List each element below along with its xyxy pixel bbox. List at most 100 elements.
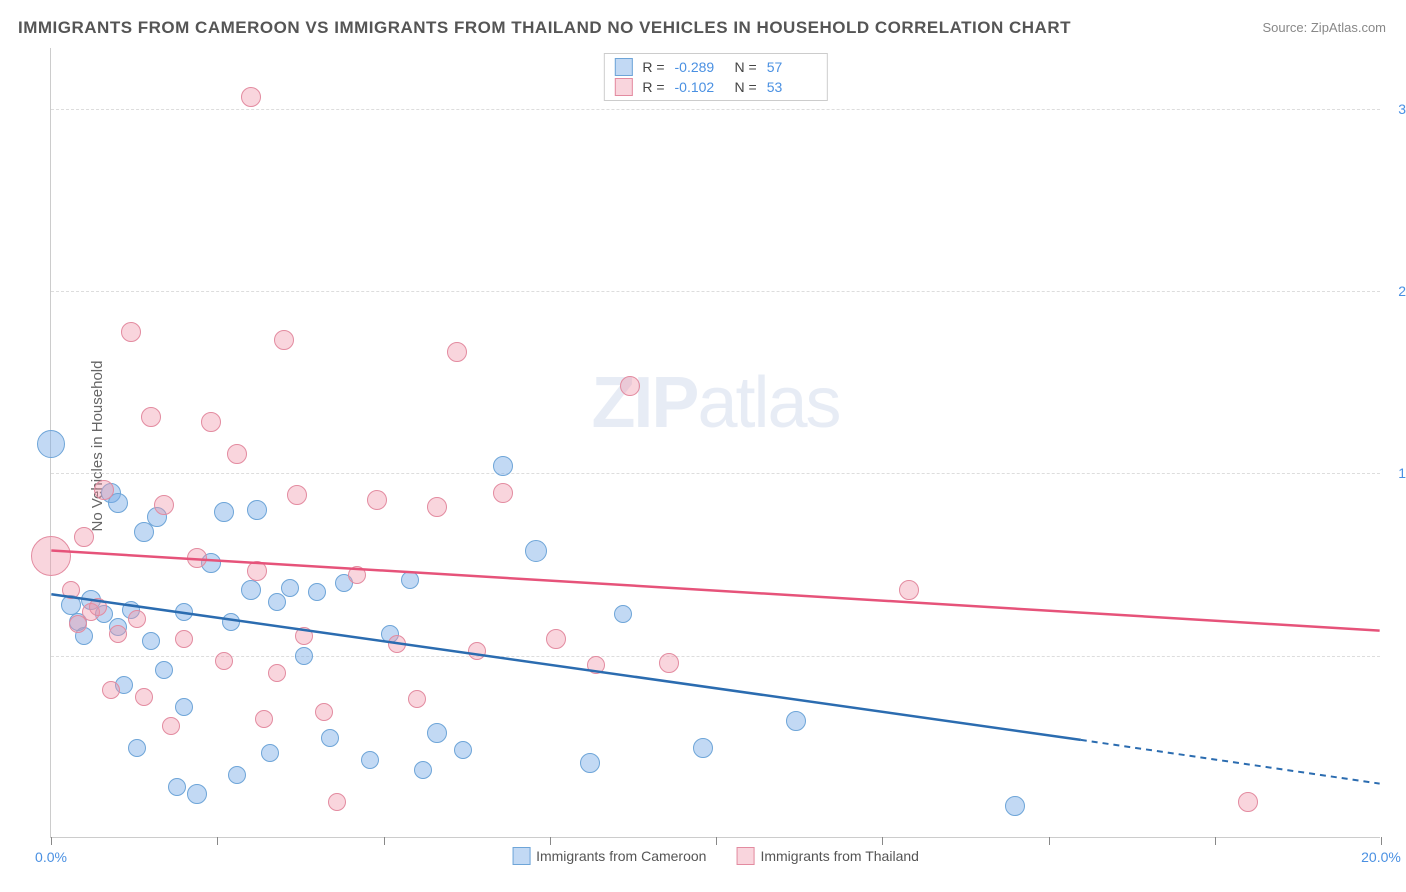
scatter-point (141, 407, 161, 427)
scatter-point (587, 656, 605, 674)
grid-line (51, 291, 1380, 292)
scatter-point (247, 500, 267, 520)
correlation-legend: R = -0.289 N = 57 R = -0.102 N = 53 (603, 53, 827, 101)
x-tick (1049, 837, 1050, 845)
scatter-point (1005, 796, 1025, 816)
chart-plot-area: ZIPatlas 7.5%15.0%22.5%30.0% 0.0%20.0% R… (50, 48, 1380, 838)
series-legend: Immigrants from Cameroon Immigrants from… (512, 847, 919, 865)
r-label: R = (642, 59, 664, 75)
scatter-point (62, 581, 80, 599)
scatter-point (546, 629, 566, 649)
grid-line (51, 473, 1380, 474)
scatter-point (128, 739, 146, 757)
scatter-point (255, 710, 273, 728)
regression-line-extrapolated (1081, 740, 1380, 784)
scatter-point (315, 703, 333, 721)
scatter-point (74, 527, 94, 547)
r-value-1: -0.289 (675, 59, 725, 75)
regression-line (51, 594, 1080, 740)
scatter-point (227, 444, 247, 464)
scatter-point (427, 497, 447, 517)
scatter-point (94, 480, 114, 500)
scatter-point (261, 744, 279, 762)
scatter-point (493, 456, 513, 476)
scatter-point (786, 711, 806, 731)
scatter-point (447, 342, 467, 362)
scatter-point (222, 613, 240, 631)
legend-swatch-1 (614, 58, 632, 76)
scatter-point (175, 630, 193, 648)
r-value-2: -0.102 (675, 79, 725, 95)
chart-title: IMMIGRANTS FROM CAMEROON VS IMMIGRANTS F… (18, 18, 1071, 38)
scatter-point (348, 566, 366, 584)
scatter-point (162, 717, 180, 735)
scatter-point (899, 580, 919, 600)
scatter-point (580, 753, 600, 773)
scatter-point (155, 661, 173, 679)
x-tick (51, 837, 52, 845)
scatter-point (620, 376, 640, 396)
grid-line (51, 109, 1380, 110)
scatter-point (175, 698, 193, 716)
legend-swatch-2b (736, 847, 754, 865)
source-attribution: Source: ZipAtlas.com (1262, 20, 1386, 35)
scatter-point (401, 571, 419, 589)
scatter-point (247, 561, 267, 581)
x-tick (550, 837, 551, 845)
scatter-point (308, 583, 326, 601)
watermark-bold: ZIP (591, 363, 697, 443)
n-value-2: 53 (767, 79, 817, 95)
scatter-point (274, 330, 294, 350)
grid-line (51, 656, 1380, 657)
x-tick-label: 20.0% (1361, 849, 1401, 865)
scatter-point (328, 793, 346, 811)
scatter-point (525, 540, 547, 562)
watermark-light: atlas (697, 363, 839, 443)
scatter-point (201, 412, 221, 432)
scatter-point (89, 598, 107, 616)
legend-label-2: Immigrants from Thailand (760, 848, 918, 864)
scatter-point (187, 784, 207, 804)
scatter-point (287, 485, 307, 505)
regression-lines (51, 48, 1380, 837)
scatter-point (427, 723, 447, 743)
scatter-point (102, 681, 120, 699)
scatter-point (295, 647, 313, 665)
x-tick (1381, 837, 1382, 845)
scatter-point (454, 741, 472, 759)
scatter-point (281, 579, 299, 597)
scatter-point (215, 652, 233, 670)
n-label: N = (735, 79, 757, 95)
y-tick-label: 15.0% (1388, 465, 1406, 481)
scatter-point (321, 729, 339, 747)
scatter-point (388, 635, 406, 653)
scatter-point (367, 490, 387, 510)
legend-row-series-2: R = -0.102 N = 53 (614, 78, 816, 96)
scatter-point (361, 751, 379, 769)
legend-row-series-1: R = -0.289 N = 57 (614, 58, 816, 76)
scatter-point (187, 548, 207, 568)
legend-item-1: Immigrants from Cameroon (512, 847, 706, 865)
r-label: R = (642, 79, 664, 95)
scatter-point (468, 642, 486, 660)
scatter-point (168, 778, 186, 796)
x-tick (882, 837, 883, 845)
y-tick-label: 7.5% (1388, 648, 1406, 664)
scatter-point (135, 688, 153, 706)
scatter-point (128, 610, 146, 628)
legend-item-2: Immigrants from Thailand (736, 847, 918, 865)
scatter-point (241, 87, 261, 107)
x-tick (384, 837, 385, 845)
y-tick-label: 22.5% (1388, 283, 1406, 299)
scatter-point (109, 625, 127, 643)
scatter-point (414, 761, 432, 779)
x-tick (716, 837, 717, 845)
x-tick (1215, 837, 1216, 845)
scatter-point (154, 495, 174, 515)
scatter-point (214, 502, 234, 522)
watermark: ZIPatlas (591, 362, 839, 444)
legend-swatch-2 (614, 78, 632, 96)
n-value-1: 57 (767, 59, 817, 75)
scatter-point (31, 536, 71, 576)
n-label: N = (735, 59, 757, 75)
